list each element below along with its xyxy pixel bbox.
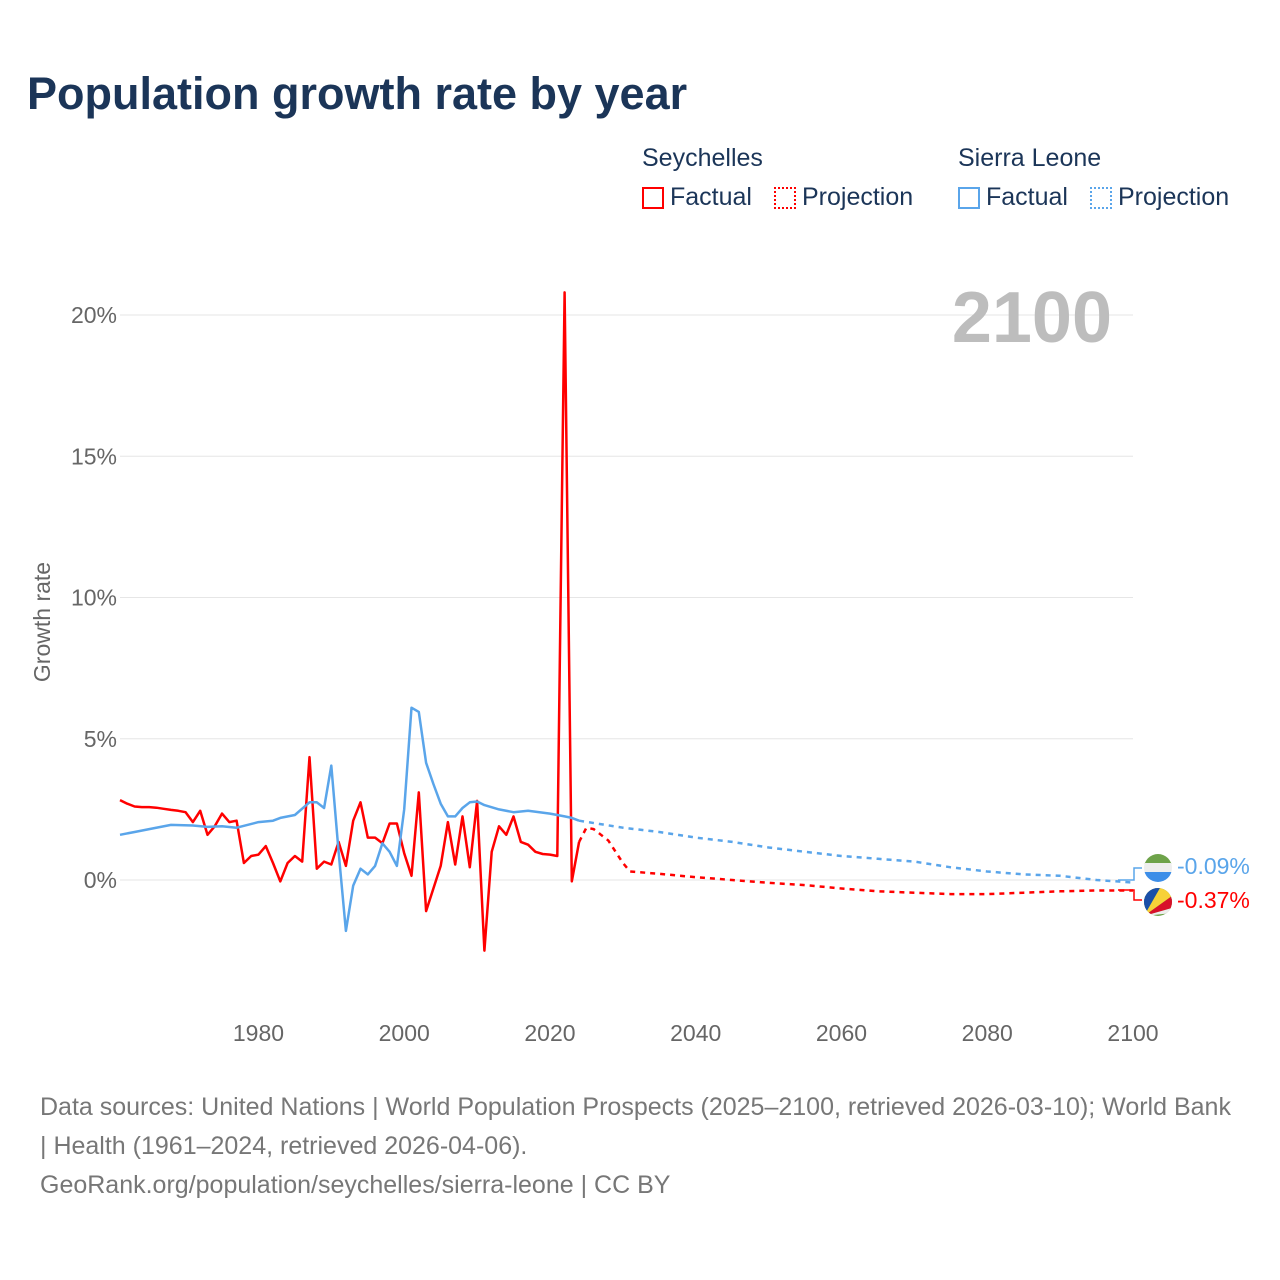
legend-swatch [1089, 186, 1112, 209]
series-line-sierra-leone-projection [578, 819, 1134, 884]
end-markers [1118, 854, 1172, 916]
y-tick-label: 5% [84, 726, 117, 752]
legend-seychelles: Seychelles Factual Projection [642, 144, 927, 212]
end-label-sierra-leone: -0.09% [1177, 853, 1250, 879]
legend-item-projection[interactable]: Projection [773, 183, 914, 212]
legend-label: Factual [670, 183, 752, 211]
sierra-leone-flag-icon [1144, 854, 1172, 882]
y-tick-label: 20% [71, 302, 117, 328]
legend-country: Sierra Leone [958, 144, 1102, 172]
legend-swatch [958, 186, 980, 209]
year-overlay: 2100 [952, 278, 1112, 358]
connector-sierra-leone [1118, 867, 1142, 881]
x-tick-label: 1980 [233, 1020, 284, 1046]
x-tick-label: 2020 [524, 1020, 575, 1046]
legend-label: Projection [1117, 183, 1230, 211]
end-label-seychelles: -0.37% [1177, 887, 1250, 913]
connector-seychelles [1118, 889, 1142, 901]
y-tick-label: 10% [71, 585, 117, 611]
series-line-seychelles-projection [577, 826, 1133, 896]
legend-label: Projection [801, 183, 914, 211]
legend-item-factual[interactable]: Factual [642, 183, 752, 212]
series-line-seychelles-factual [119, 291, 581, 952]
series-line-sierra-leone-factual [119, 706, 580, 933]
legend-country: Seychelles [642, 144, 763, 172]
seychelles-flag-icon [1144, 888, 1172, 916]
footer: Data sources: United Nations | World Pop… [40, 1088, 1240, 1205]
legend-label: Factual [986, 183, 1068, 211]
x-tick-label: 2100 [1107, 1020, 1158, 1046]
x-tick-label: 2040 [670, 1020, 721, 1046]
source-link[interactable]: GeoRank.org/population/seychelles/sierra… [40, 1171, 671, 1199]
x-tick-label: 2080 [962, 1020, 1013, 1046]
legend-item-projection[interactable]: Projection [1089, 183, 1230, 212]
legend-sierra-leone: Sierra Leone Factual Projection [958, 144, 1243, 212]
legend-item-factual[interactable]: Factual [958, 183, 1068, 212]
legend-swatch [642, 186, 664, 209]
x-tick-label: 2000 [379, 1020, 430, 1046]
legend-swatch [773, 186, 796, 209]
chart-title: Population growth rate by year [27, 68, 688, 119]
y-axis-label: Growth rate [29, 562, 55, 682]
y-tick-label: 0% [84, 867, 117, 893]
data-sources: Data sources: United Nations | World Pop… [40, 1093, 1231, 1160]
y-tick-label: 15% [71, 443, 117, 469]
x-tick-label: 2060 [816, 1020, 867, 1046]
chart-plot: 0% 5% 10% 15% 20% 1980 2000 2020 2040 2060 2080 210… [29, 278, 1172, 1046]
